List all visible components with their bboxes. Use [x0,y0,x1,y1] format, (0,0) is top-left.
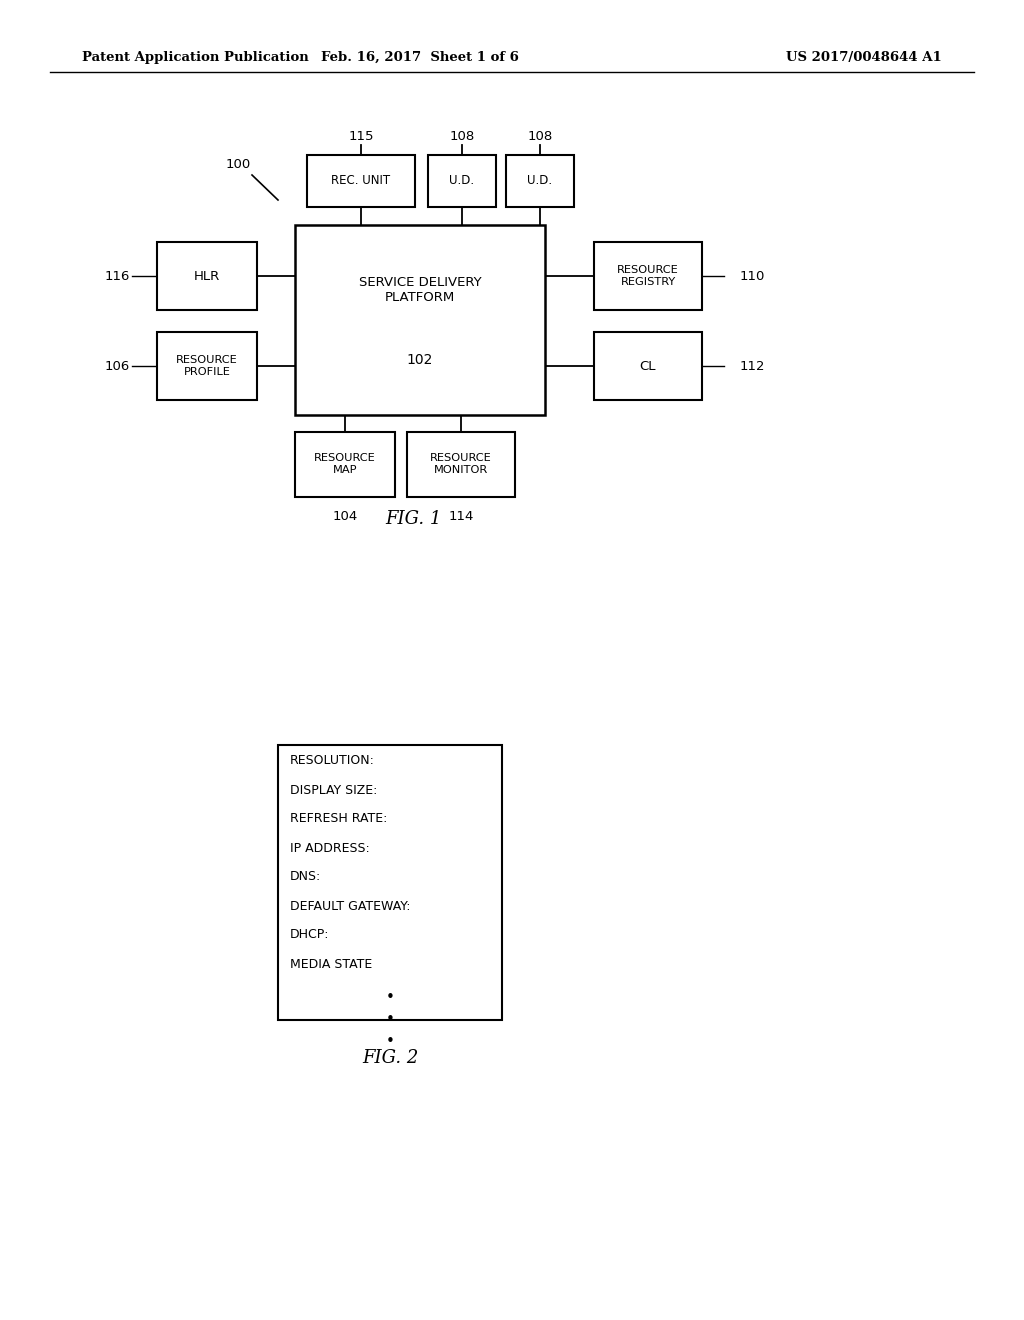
Text: REFRESH RATE:: REFRESH RATE: [290,813,387,825]
Text: CL: CL [640,359,656,372]
Text: HLR: HLR [194,269,220,282]
Bar [307,154,415,207]
Text: U.D.: U.D. [450,174,474,187]
Bar [428,154,496,207]
Text: 102: 102 [407,352,433,367]
Text: •: • [386,990,394,1006]
Text: 115: 115 [348,131,374,144]
Text: •: • [386,1012,394,1027]
Text: DHCP:: DHCP: [290,928,330,941]
Bar [295,224,545,414]
Text: 106: 106 [104,359,130,372]
Text: MEDIA STATE: MEDIA STATE [290,957,373,970]
Text: 108: 108 [450,131,475,144]
Bar [157,242,257,310]
Bar [157,333,257,400]
Text: 108: 108 [527,131,553,144]
Text: 100: 100 [225,158,251,172]
Text: U.D.: U.D. [527,174,553,187]
Bar [594,242,702,310]
Text: 104: 104 [333,511,357,524]
Text: FIG. 1: FIG. 1 [385,510,441,528]
Text: •: • [386,1035,394,1049]
Text: 114: 114 [449,511,474,524]
Text: 110: 110 [740,269,765,282]
Text: US 2017/0048644 A1: US 2017/0048644 A1 [786,50,942,63]
Text: RESOURCE
MONITOR: RESOURCE MONITOR [430,453,492,475]
Bar [407,432,515,498]
Text: 116: 116 [104,269,130,282]
Text: RESOLUTION:: RESOLUTION: [290,755,375,767]
Text: IP ADDRESS:: IP ADDRESS: [290,842,370,854]
Text: REC. UNIT: REC. UNIT [332,174,390,187]
Text: 112: 112 [740,359,766,372]
Bar [295,432,395,498]
Text: Feb. 16, 2017  Sheet 1 of 6: Feb. 16, 2017 Sheet 1 of 6 [322,50,519,63]
Text: DNS:: DNS: [290,870,322,883]
Text: RESOURCE
MAP: RESOURCE MAP [314,453,376,475]
Bar [278,744,502,1020]
Text: DISPLAY SIZE:: DISPLAY SIZE: [290,784,378,796]
Text: DEFAULT GATEWAY:: DEFAULT GATEWAY: [290,899,411,912]
Text: RESOURCE
PROFILE: RESOURCE PROFILE [176,355,238,376]
Text: Patent Application Publication: Patent Application Publication [82,50,309,63]
Text: RESOURCE
REGISTRY: RESOURCE REGISTRY [617,265,679,286]
Text: FIG. 2: FIG. 2 [361,1049,418,1067]
Text: SERVICE DELIVERY
PLATFORM: SERVICE DELIVERY PLATFORM [358,276,481,304]
Bar [594,333,702,400]
Bar [506,154,574,207]
